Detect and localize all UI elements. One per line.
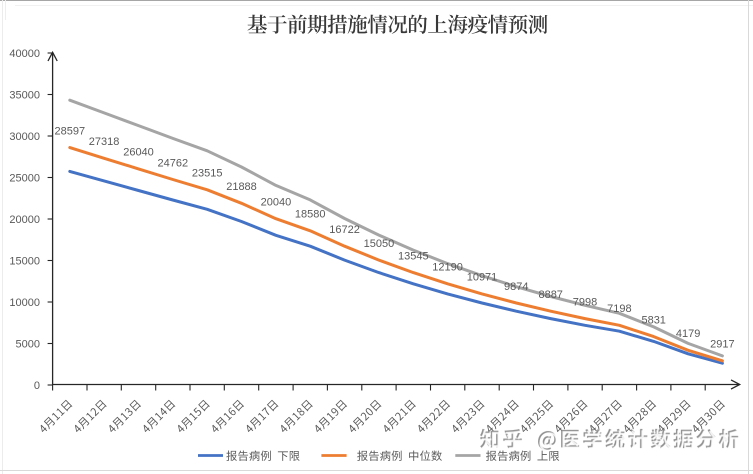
svg-text:10000: 10000 — [9, 297, 40, 309]
svg-text:26040: 26040 — [123, 147, 154, 159]
svg-text:7198: 7198 — [607, 303, 631, 315]
svg-text:15050: 15050 — [364, 238, 395, 250]
svg-text:9874: 9874 — [504, 281, 528, 293]
svg-text:10971: 10971 — [467, 272, 498, 284]
svg-text:25000: 25000 — [9, 172, 40, 184]
svg-text:23515: 23515 — [192, 168, 223, 180]
svg-text:8887: 8887 — [538, 289, 562, 301]
svg-text:2917: 2917 — [710, 339, 734, 351]
svg-text:24762: 24762 — [158, 157, 189, 169]
svg-text:28597: 28597 — [55, 125, 86, 137]
svg-text:13545: 13545 — [398, 250, 429, 262]
svg-text:18580: 18580 — [295, 209, 326, 221]
svg-text:15000: 15000 — [9, 255, 40, 267]
svg-text:27318: 27318 — [89, 136, 120, 148]
svg-text:21888: 21888 — [226, 181, 257, 193]
svg-text:35000: 35000 — [9, 89, 40, 101]
svg-text:0: 0 — [34, 380, 40, 392]
svg-text:4179: 4179 — [676, 328, 700, 340]
svg-text:20040: 20040 — [261, 197, 292, 209]
svg-text:40000: 40000 — [9, 48, 40, 60]
svg-text:16722: 16722 — [329, 224, 360, 236]
svg-text:5831: 5831 — [641, 314, 665, 326]
svg-text:20000: 20000 — [9, 214, 40, 226]
svg-text:30000: 30000 — [9, 131, 40, 143]
svg-text:12190: 12190 — [432, 262, 463, 274]
svg-text:5000: 5000 — [16, 338, 40, 350]
svg-text:7998: 7998 — [573, 296, 597, 308]
